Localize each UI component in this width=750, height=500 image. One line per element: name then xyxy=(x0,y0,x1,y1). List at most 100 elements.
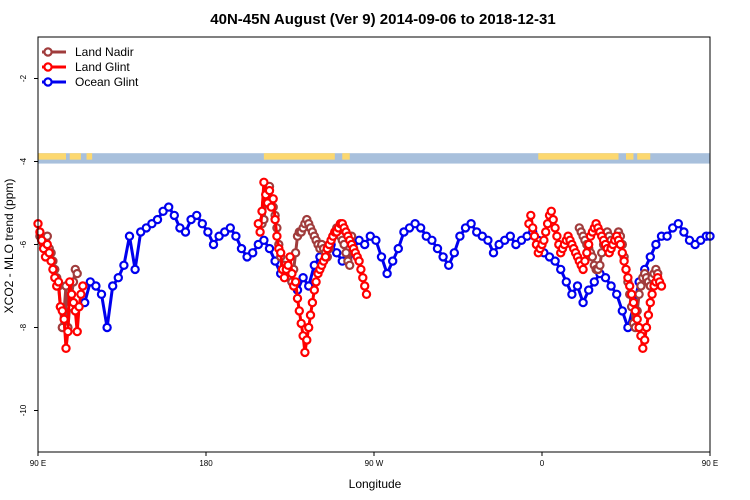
data-point xyxy=(247,248,258,258)
data-point xyxy=(270,214,280,225)
data-point xyxy=(309,285,319,295)
data-point xyxy=(546,206,557,216)
data-point xyxy=(42,239,53,250)
data-point xyxy=(651,239,661,250)
data-point xyxy=(679,227,689,237)
data-point xyxy=(264,243,275,254)
data-point xyxy=(416,223,426,233)
data-point xyxy=(91,281,101,291)
data-point xyxy=(354,256,364,266)
data-point xyxy=(279,273,290,283)
data-point xyxy=(600,273,611,283)
strip-ocean xyxy=(38,153,710,164)
data-point xyxy=(578,264,588,275)
data-point xyxy=(332,248,342,258)
x-tick-label: 180 xyxy=(199,459,213,468)
data-point xyxy=(268,194,278,204)
data-point xyxy=(584,285,594,295)
data-point xyxy=(615,239,626,250)
strip-land xyxy=(637,153,651,160)
y-tick-label: -8 xyxy=(19,323,28,331)
data-point xyxy=(626,289,637,299)
legend-label: Land Nadir xyxy=(75,45,134,59)
data-point xyxy=(255,227,265,237)
data-point xyxy=(290,277,301,287)
data-point xyxy=(57,306,68,316)
data-point xyxy=(641,322,652,333)
data-point xyxy=(74,302,84,312)
data-point xyxy=(360,281,370,291)
data-point xyxy=(259,235,269,245)
data-point xyxy=(612,289,622,299)
data-point xyxy=(191,210,202,221)
data-point xyxy=(505,231,515,241)
data-point xyxy=(72,268,82,279)
series-ocean-glint xyxy=(79,202,715,333)
data-point xyxy=(572,281,583,291)
data-point xyxy=(393,243,403,254)
data-point xyxy=(292,293,303,304)
data-point xyxy=(647,289,657,299)
data-point xyxy=(617,248,628,258)
data-point xyxy=(645,252,656,262)
data-point xyxy=(526,210,536,221)
data-point xyxy=(636,281,646,291)
data-point xyxy=(376,252,387,262)
data-point xyxy=(628,297,639,308)
data-point xyxy=(361,289,372,299)
data-point xyxy=(345,260,355,270)
data-point xyxy=(180,227,191,237)
data-point xyxy=(305,310,316,320)
data-point xyxy=(382,268,392,279)
strip-land xyxy=(263,153,335,160)
data-point xyxy=(619,256,629,266)
data-point xyxy=(253,218,263,229)
land-ocean-strip xyxy=(38,153,710,164)
data-point xyxy=(625,281,635,291)
data-point xyxy=(76,289,86,299)
data-point xyxy=(371,235,381,245)
data-point xyxy=(197,218,207,229)
data-point xyxy=(643,310,654,320)
data-point xyxy=(264,185,275,196)
strip-land xyxy=(86,153,93,160)
data-point xyxy=(231,231,241,241)
x-tick-label: 0 xyxy=(540,459,545,468)
data-point xyxy=(283,260,293,270)
data-point xyxy=(580,256,590,266)
data-point xyxy=(320,252,331,262)
data-point xyxy=(488,248,499,258)
data-point xyxy=(634,322,644,333)
data-point xyxy=(266,202,276,212)
x-axis-label: Longitude xyxy=(349,477,402,491)
y-tick-label: -6 xyxy=(19,240,28,248)
axes: 90 E 180 90 W 0 90 E -2 -4 -6 -8 -10 xyxy=(19,36,718,468)
legend-marker xyxy=(43,62,53,72)
y-tick-label: -2 xyxy=(19,74,28,82)
data-point xyxy=(296,318,306,329)
data-point xyxy=(259,177,269,187)
data-point xyxy=(107,281,118,291)
strip-land xyxy=(538,153,619,160)
series-land-glint xyxy=(33,177,667,358)
data-point xyxy=(257,206,267,216)
data-point xyxy=(276,248,286,258)
data-point xyxy=(203,227,213,237)
data-point xyxy=(113,273,124,283)
data-point xyxy=(35,227,45,237)
strip-land xyxy=(342,153,350,160)
data-point xyxy=(341,248,351,258)
data-point xyxy=(119,260,129,270)
data-point xyxy=(163,202,174,212)
data-point xyxy=(617,306,628,316)
series-layer xyxy=(33,177,715,358)
legend-label: Land Glint xyxy=(75,60,130,74)
data-point xyxy=(59,314,69,324)
data-point xyxy=(582,248,592,258)
data-point xyxy=(438,252,448,262)
data-point xyxy=(294,306,304,316)
data-point xyxy=(61,343,71,353)
data-point xyxy=(483,235,493,245)
